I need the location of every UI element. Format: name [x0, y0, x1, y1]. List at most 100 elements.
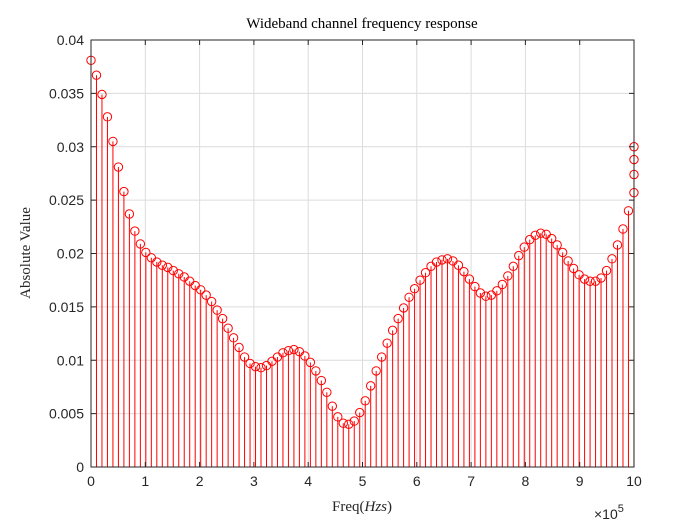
axis-ticks: [90, 39, 635, 468]
stem-marker: [371, 366, 381, 376]
stem-marker: [344, 419, 354, 429]
stem-marker: [442, 254, 453, 264]
stem-marker: [157, 260, 167, 270]
x-tick-label: 0: [87, 473, 95, 489]
x-scale-exponent: ×105: [594, 503, 624, 522]
stem-marker: [338, 418, 348, 428]
x-tick-label: 7: [467, 473, 475, 489]
stem-marker: [546, 233, 557, 244]
stem-marker: [355, 407, 365, 418]
y-tick-label: 0.005: [49, 406, 84, 422]
stem-marker: [612, 240, 623, 250]
stem-marker: [108, 136, 118, 147]
y-tick-label: 0: [76, 459, 84, 475]
x-tick-label: 6: [413, 473, 421, 489]
stem-marker: [195, 285, 206, 295]
stem-marker: [453, 260, 464, 270]
stem-marker: [168, 265, 178, 276]
stem-markers: [86, 55, 639, 429]
x-axis-title-variable: Hzs: [363, 499, 387, 515]
stem-marker: [365, 381, 376, 391]
stem-marker: [415, 275, 425, 285]
stem-marker: [387, 325, 398, 336]
stem-marker: [124, 209, 135, 219]
x-tick-label: 8: [522, 473, 530, 489]
stem-marker: [327, 401, 338, 411]
stem-marker: [316, 375, 327, 386]
stem-marker: [601, 265, 612, 276]
stem-marker: [557, 247, 568, 258]
stem-marker: [470, 281, 480, 292]
stem-marker: [360, 396, 370, 406]
stem-marker: [256, 363, 266, 373]
stem-marker: [102, 112, 113, 122]
stem-marker: [475, 288, 486, 298]
x-tick-label: 9: [576, 473, 584, 489]
stem-marker: [152, 257, 162, 267]
stem-marker: [585, 276, 595, 286]
stem-marker: [333, 412, 343, 422]
y-tick-label: 0.02: [57, 246, 84, 262]
stem-marker: [289, 344, 299, 355]
stem-marker: [437, 255, 447, 265]
stem-marker: [141, 247, 151, 258]
stem-series: [90, 60, 635, 467]
y-tick-label: 0.04: [57, 32, 84, 48]
stem-marker: [283, 345, 294, 356]
stem-marker: [228, 333, 239, 343]
stem-marker: [206, 296, 217, 307]
y-tick-label: 0.03: [57, 139, 84, 155]
y-tick-labels: 0 0.005 0.01 0.015 0.02 0.025 0.03 0.035 0.04: [49, 32, 84, 475]
y-axis-title: Absolute Value: [18, 207, 34, 299]
stem-marker: [130, 226, 140, 236]
stem-marker: [607, 254, 617, 264]
stem-marker: [300, 351, 310, 361]
y-tick-label: 0.01: [57, 352, 84, 368]
stem-marker: [376, 352, 387, 362]
stem-marker: [420, 268, 431, 278]
stem-marker: [596, 273, 606, 283]
x-tick-label: 4: [304, 473, 312, 489]
y-tick-label: 0.025: [49, 192, 84, 208]
stem-marker: [278, 348, 288, 358]
stem-marker: [590, 276, 601, 286]
x-scale-exponent-base: ×10: [594, 506, 618, 522]
stem-marker: [431, 257, 442, 267]
y-tick-label: 0.035: [49, 85, 84, 101]
stem-marker: [579, 274, 590, 284]
stem-marker: [481, 291, 491, 301]
stem-marker: [250, 361, 261, 372]
stem-marker: [623, 206, 634, 216]
stem-marker: [404, 292, 414, 302]
x-tick-label: 1: [141, 473, 149, 489]
stem-marker: [393, 313, 403, 324]
stem-marker: [201, 290, 211, 300]
stem-marker: [618, 224, 628, 234]
x-scale-exponent-power: 5: [618, 503, 624, 515]
stem-marker: [322, 387, 332, 397]
stem-marker: [514, 250, 524, 261]
x-axis-title: Freq(Hzs): [332, 499, 392, 515]
stem-marker: [519, 242, 529, 252]
chart-title: Wideband channel frequency response: [246, 16, 478, 32]
x-tick-label: 3: [250, 473, 258, 489]
x-axis-title-prefix: Freq(: [332, 499, 365, 515]
stem-marker: [245, 358, 255, 369]
stem-marker: [174, 269, 184, 279]
stem-marker: [119, 186, 129, 197]
stem-marker: [563, 256, 573, 266]
stem-marker: [113, 162, 124, 172]
stem-marker: [536, 228, 546, 238]
x-tick-labels: 0 1 2 3 4 5 6 7 8 9 10: [87, 473, 642, 489]
stem-marker: [382, 338, 392, 348]
stem-marker: [459, 266, 469, 277]
stem-marker: [508, 261, 518, 272]
stem-marker: [135, 239, 146, 249]
stem-marker: [349, 416, 359, 426]
x-tick-label: 10: [626, 473, 642, 489]
stem-marker: [552, 240, 562, 250]
stem-marker: [503, 271, 513, 281]
stem-marker: [217, 313, 228, 324]
stem-marker: [223, 323, 233, 333]
